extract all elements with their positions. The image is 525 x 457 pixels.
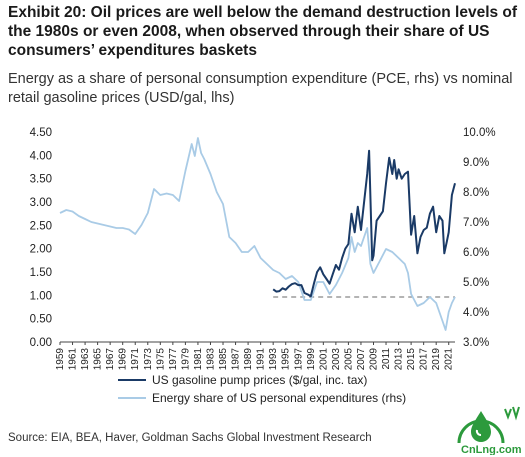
y-left-tick-label: 0.50 xyxy=(30,314,52,326)
y-left-tick-label: 1.00 xyxy=(30,290,52,302)
chart-subtitle: Energy as a share of personal consumptio… xyxy=(8,71,513,106)
gasoline-price-series-line xyxy=(272,149,456,298)
y-left-tick-label: 1.50 xyxy=(30,267,52,279)
x-tick-label: 1991 xyxy=(256,348,267,371)
y-right-tick-label: 6.0% xyxy=(463,247,489,259)
y-left-tick-label: 4.00 xyxy=(30,150,52,162)
x-tick-label: 2011 xyxy=(381,348,392,370)
x-tick-label: 2001 xyxy=(318,348,329,371)
y-right-tick-label: 5.0% xyxy=(463,277,489,289)
chart-axes: 0.00 0.50 1.00 1.50 2.00 2.50 3.00 3.50 4.00 4.50… xyxy=(30,127,496,370)
y-right-tick-label: 3.0% xyxy=(463,337,489,349)
x-tick-label: 2003 xyxy=(331,348,342,371)
y-right-tick-label: 9.0% xyxy=(463,157,489,169)
x-tick-label: 1981 xyxy=(193,348,204,371)
x-tick-label: 1983 xyxy=(205,348,216,371)
chart-legend: US gasoline pump prices ($/gal, inc. tax… xyxy=(118,373,406,405)
y-left-tick-label: 4.50 xyxy=(30,127,52,139)
source-note: Source: EIA, BEA, Haver, Goldman Sachs G… xyxy=(8,432,372,444)
x-tick-label: 1975 xyxy=(155,348,166,371)
x-tick-label: 2005 xyxy=(343,348,354,371)
x-tick-label: 1967 xyxy=(105,348,116,371)
x-tick-label: 1987 xyxy=(231,348,242,371)
x-tick-label: 1985 xyxy=(218,348,229,371)
chart-series xyxy=(59,137,456,331)
x-tick-label: 2017 xyxy=(419,348,430,371)
legend-label: Energy share of US personal expenditures… xyxy=(152,391,406,405)
x-tick-label: 1979 xyxy=(180,348,191,371)
x-tick-label: 2021 xyxy=(444,348,455,371)
y-right-tick-label: 4.0% xyxy=(463,307,489,319)
x-tick-label: 1989 xyxy=(243,348,254,371)
y-left-tick-label: 2.00 xyxy=(30,244,52,256)
y-right-tick-label: 7.0% xyxy=(463,217,489,229)
y-left-tick-label: 3.50 xyxy=(30,174,52,186)
x-tick-label: 1965 xyxy=(93,348,104,371)
lng-droplet-logo-icon: CnLng.com xyxy=(457,406,522,455)
x-tick-label: 2009 xyxy=(368,348,379,371)
y-left-tick-label: 3.00 xyxy=(30,197,52,209)
x-tick-label: 1971 xyxy=(130,348,141,371)
energy-share-series-line xyxy=(59,137,456,331)
x-tick-label: 2013 xyxy=(394,348,405,371)
x-tick-label: 2007 xyxy=(356,348,367,371)
y-left-tick-label: 2.50 xyxy=(30,220,52,232)
x-tick-label: 2015 xyxy=(406,348,417,371)
x-tick-label: 1961 xyxy=(68,348,79,371)
chart-title: Exhibit 20: Oil prices are well below th… xyxy=(8,4,518,59)
x-tick-label: 1999 xyxy=(306,348,317,371)
y-left-tick-label: 0.00 xyxy=(30,337,52,349)
x-tick-label: 2019 xyxy=(431,348,442,371)
legend-label: US gasoline pump prices ($/gal, inc. tax… xyxy=(152,373,367,387)
x-tick-label: 1963 xyxy=(80,348,91,371)
x-tick-label: 1973 xyxy=(143,348,154,371)
x-tick-label: 1993 xyxy=(268,348,279,371)
y-right-tick-label: 10.0% xyxy=(463,127,496,139)
x-tick-label: 1997 xyxy=(293,348,304,371)
x-tick-label: 1995 xyxy=(281,348,292,371)
chart-area: 0.00 0.50 1.00 1.50 2.00 2.50 3.00 3.50 4.00 4.50… xyxy=(30,127,496,405)
x-tick-label: 1977 xyxy=(168,348,179,371)
logo-text: CnLng.com xyxy=(461,444,522,455)
x-tick-label: 1969 xyxy=(118,348,129,371)
x-tick-label: 1959 xyxy=(55,348,66,371)
y-right-tick-label: 8.0% xyxy=(463,187,489,199)
